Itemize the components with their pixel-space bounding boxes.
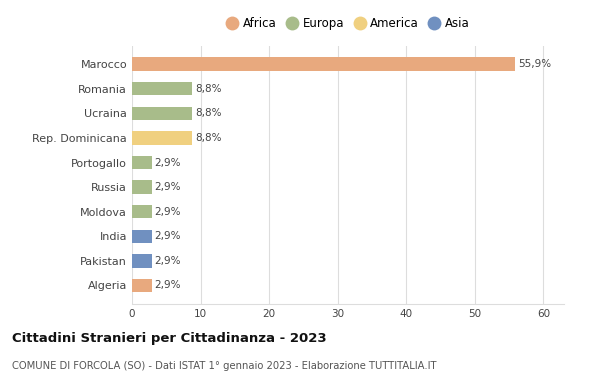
Text: COMUNE DI FORCOLA (SO) - Dati ISTAT 1° gennaio 2023 - Elaborazione TUTTITALIA.IT: COMUNE DI FORCOLA (SO) - Dati ISTAT 1° g… [12,361,437,370]
Bar [132,254,152,268]
Text: 8,8%: 8,8% [195,84,221,94]
Text: 2,9%: 2,9% [155,182,181,192]
Bar [132,106,193,120]
Bar [132,131,193,145]
Bar [132,230,152,243]
Legend: Africa, Europa, America, Asia: Africa, Europa, America, Asia [221,13,475,35]
Text: 8,8%: 8,8% [195,133,221,143]
Bar [132,279,152,292]
Text: 2,9%: 2,9% [155,207,181,217]
Text: 8,8%: 8,8% [195,108,221,118]
Bar [132,156,152,169]
Text: 2,9%: 2,9% [155,231,181,241]
Text: Cittadini Stranieri per Cittadinanza - 2023: Cittadini Stranieri per Cittadinanza - 2… [12,332,326,345]
Text: 2,9%: 2,9% [155,256,181,266]
Bar [132,205,152,218]
Text: 2,9%: 2,9% [155,280,181,290]
Bar [132,57,515,71]
Bar [132,82,193,95]
Bar [132,180,152,194]
Text: 55,9%: 55,9% [518,59,551,69]
Text: 2,9%: 2,9% [155,157,181,168]
